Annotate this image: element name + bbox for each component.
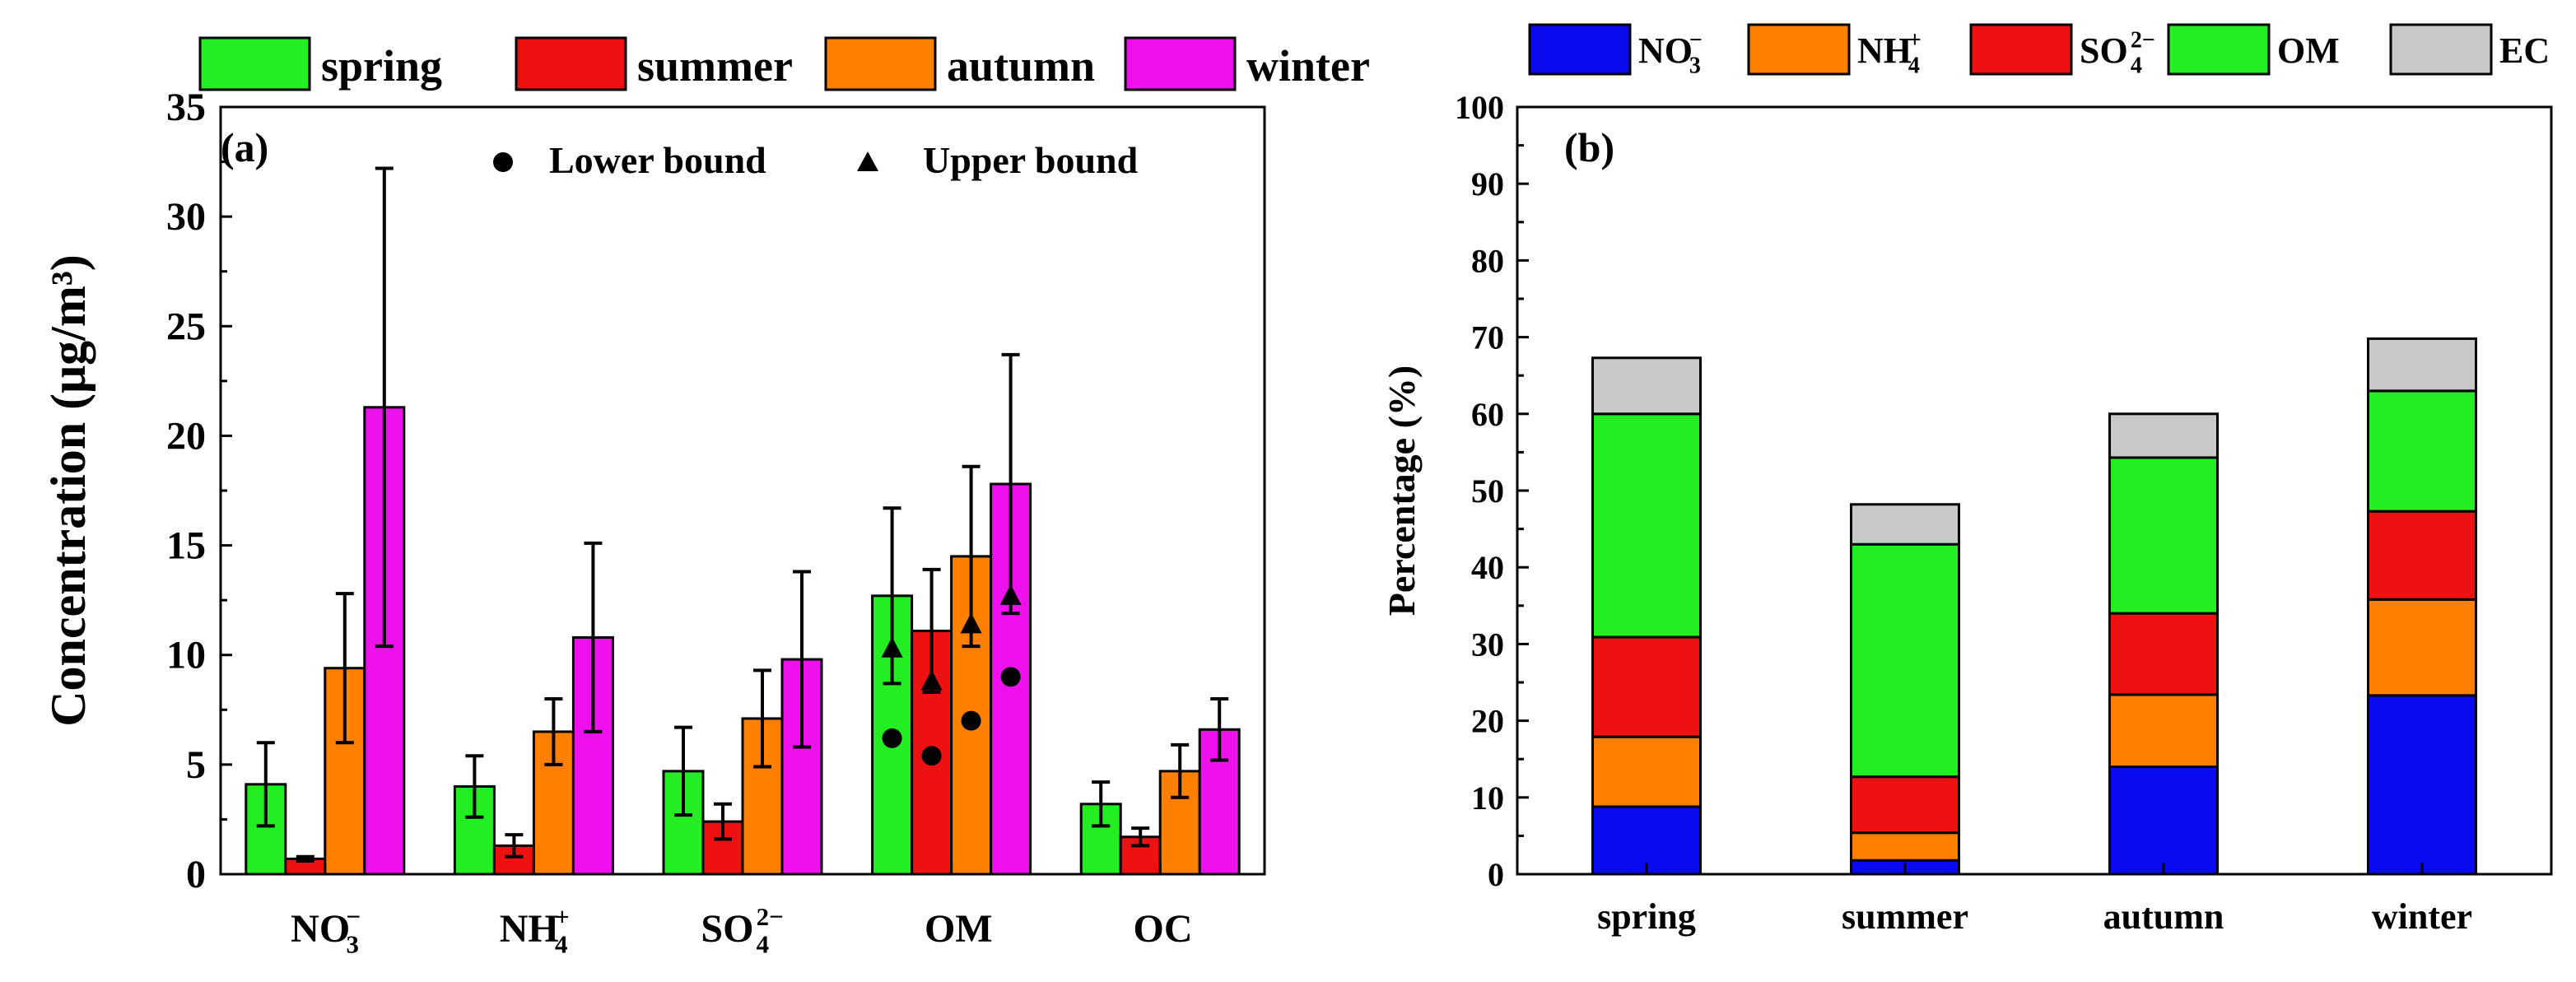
y-tick-label-b: 80 — [1471, 242, 1504, 279]
chart-panel-a: 0 5 10 15 20 25 30 35 Concentration (μg/m³) (a) NO… — [41, 36, 1370, 959]
stack-segment-nh — [2367, 598, 2477, 697]
x-category-label-a: OM — [925, 907, 993, 951]
x-category-label-b: autumn — [2103, 896, 2224, 937]
legend-lower-bound-marker — [493, 152, 513, 172]
y-tick-label-a: 20 — [166, 414, 206, 458]
stack-segment-ec — [1850, 503, 1960, 546]
x-category-label-a-text: OC — [1134, 907, 1193, 951]
y-tick-label-b: 40 — [1471, 549, 1504, 586]
stack-segment-so — [2367, 510, 2477, 601]
legend-label-ec: EC — [2499, 30, 2550, 71]
y-axis-title-a: Concentration (μg/m³) — [41, 254, 95, 727]
legend-label-spring: spring — [321, 41, 442, 91]
legend-lower-bound-label: Lower bound — [549, 139, 766, 181]
x-category-label-b: winter — [2372, 896, 2472, 937]
y-tick-label-a: 10 — [166, 634, 206, 677]
x-category-label-a: SO 2− 4 — [701, 902, 783, 959]
stack-segment-om — [1591, 412, 1702, 639]
y-tick-label-b: 50 — [1471, 472, 1504, 510]
stack-segment-om — [2367, 389, 2477, 513]
stack-segment-om — [2108, 456, 2219, 615]
y-tick-label-b: 100 — [1455, 89, 1504, 126]
x-category-label-a-text: SO 2− 4 — [701, 902, 783, 959]
y-tick-label-a: 5 — [186, 743, 206, 787]
upper-bound-point — [960, 612, 982, 634]
legend-swatch-autumn — [824, 36, 937, 91]
stack-segment-so — [2108, 612, 2219, 696]
legend-label-ec-text: EC — [2499, 30, 2550, 71]
y-tick-label-a: 15 — [166, 524, 206, 568]
x-category-label-a-text: NH+ 4 — [500, 902, 570, 959]
stack-segment-so — [1591, 635, 1702, 738]
stack-segment-ec — [2367, 337, 2477, 393]
upper-bound-point — [881, 636, 903, 658]
legend-swatch-so — [1969, 23, 2073, 76]
stack-segment-nh — [2108, 693, 2219, 769]
stack-segment-nh — [1591, 735, 1702, 808]
legend-label-so: SO 2− 4 — [2080, 28, 2155, 79]
legend-label-om-text: OM — [2277, 30, 2340, 71]
upper-bound-point — [920, 669, 943, 691]
y-tick-label-b: 0 — [1488, 856, 1504, 893]
stack-segment-om — [1850, 542, 1960, 779]
legend-upper-bound-label: Upper bound — [923, 139, 1139, 181]
x-category-label-a: NO− 3 — [291, 902, 361, 959]
stack-segment-nh — [1850, 831, 1960, 862]
legend-label-autumn: autumn — [947, 41, 1095, 91]
stack-segment-no — [2367, 694, 2477, 876]
lower-bound-point — [882, 728, 902, 748]
y-tick-label-a: 35 — [166, 86, 206, 129]
y-tick-label-a: 25 — [166, 305, 206, 348]
x-category-label-a: NH+ 4 — [500, 902, 570, 959]
y-tick-label-a: 0 — [186, 853, 206, 896]
legend-swatch-summer — [515, 36, 627, 91]
legend-label-nh: NH+ 4 — [1857, 28, 1922, 79]
chart-panel-b: 0 10 20 30 40 50 60 70 80 90 100 Percentage (%) (b) s… — [1381, 23, 2553, 937]
legend-swatch-ec — [2389, 23, 2493, 76]
stack-segment-ec — [2108, 412, 2219, 459]
x-category-label-a: OC — [1134, 907, 1193, 951]
legend-label-nh-text: NH+ 4 — [1857, 28, 1922, 79]
x-category-label-a-text: NO− 3 — [291, 902, 361, 959]
y-axis-title-b: Percentage (%) — [1381, 365, 1423, 616]
stack-segment-ec — [1591, 356, 1702, 416]
legend-label-summer: summer — [637, 41, 793, 91]
lower-bound-point — [961, 710, 981, 731]
lower-bound-point — [921, 746, 942, 766]
legend-label-so-text: SO 2− 4 — [2080, 28, 2155, 79]
legend-swatch-spring — [198, 36, 311, 91]
x-category-label-b: summer — [1842, 896, 1968, 937]
legend-label-winter: winter — [1246, 41, 1370, 91]
y-tick-label-b: 20 — [1471, 703, 1504, 740]
lower-bound-point — [1000, 667, 1021, 687]
stack-segment-so — [1850, 775, 1960, 835]
legend-swatch-winter — [1124, 36, 1237, 91]
upper-bound-point — [999, 584, 1022, 605]
legend-label-no: NO− 3 — [1638, 28, 1703, 79]
panel-label-b: (b) — [1564, 124, 1614, 170]
legend-label-no-text: NO− 3 — [1638, 28, 1703, 79]
y-tick-label-b: 10 — [1471, 780, 1504, 817]
y-tick-label-b: 70 — [1471, 319, 1504, 356]
x-category-label-a-text: OM — [925, 907, 993, 951]
y-tick-label-a: 30 — [166, 195, 206, 239]
legend-swatch-nh — [1747, 23, 1851, 76]
y-tick-label-b: 30 — [1471, 626, 1504, 663]
y-tick-label-b: 90 — [1471, 165, 1504, 202]
legend-swatch-om — [2167, 23, 2271, 76]
legend-swatch-no — [1528, 23, 1632, 76]
x-category-label-b: spring — [1597, 896, 1696, 937]
panel-label-a: (a) — [221, 124, 268, 170]
legend-upper-bound-marker — [857, 151, 878, 171]
y-tick-label-b: 60 — [1471, 396, 1504, 433]
legend-label-om: OM — [2277, 30, 2340, 71]
stack-segment-no — [2108, 766, 2219, 876]
